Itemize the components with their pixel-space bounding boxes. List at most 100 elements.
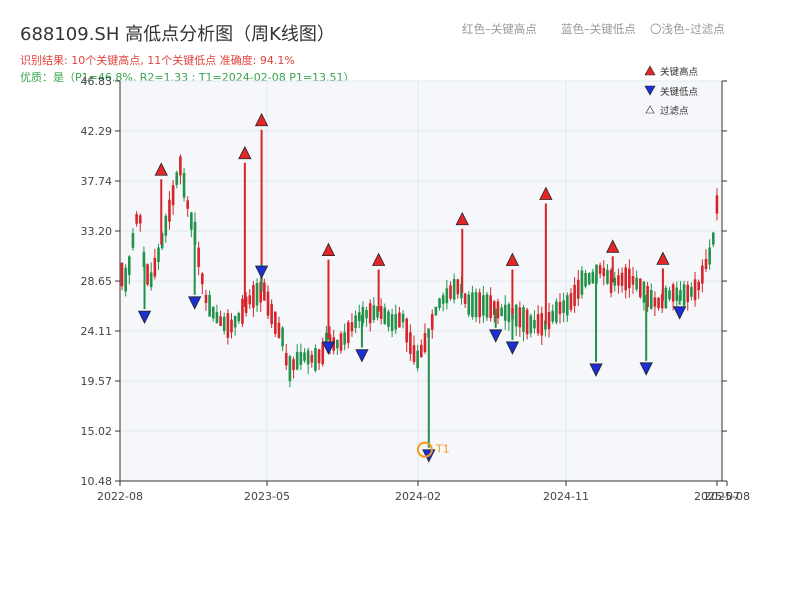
key-low-marker bbox=[639, 362, 653, 376]
candle-body bbox=[704, 258, 708, 270]
candle-body bbox=[624, 267, 627, 291]
candle-body bbox=[544, 320, 547, 330]
y-tick-label: 28.65 bbox=[81, 275, 113, 288]
candle-body bbox=[434, 306, 438, 316]
candle-body bbox=[642, 281, 646, 303]
candle-body bbox=[566, 295, 569, 316]
key-high-marker bbox=[505, 252, 520, 266]
candle-body bbox=[441, 295, 445, 304]
candle-body bbox=[653, 297, 657, 307]
candle-body bbox=[712, 232, 715, 245]
candle-body bbox=[310, 354, 314, 363]
candle-body bbox=[701, 265, 704, 284]
candle-body bbox=[237, 313, 241, 322]
candle-body bbox=[211, 306, 215, 319]
candle-body bbox=[547, 312, 551, 330]
candle-body bbox=[299, 351, 303, 365]
candle-body bbox=[201, 273, 204, 285]
candle-body bbox=[306, 350, 310, 365]
y-ticks: 10.48 15.02 19.57 24.11 28.65 33.20 37.74 42.29… bbox=[81, 75, 727, 488]
key-low-marker bbox=[489, 329, 503, 343]
candle-body bbox=[354, 315, 357, 329]
candle-body bbox=[157, 247, 160, 263]
candle-body bbox=[639, 278, 642, 298]
key-high-marker bbox=[321, 242, 336, 256]
candle-body bbox=[270, 304, 273, 325]
candle-body bbox=[168, 199, 171, 222]
legend-blue-label: 蓝色–关键低点 bbox=[561, 22, 636, 36]
y-tick-label: 33.20 bbox=[81, 225, 113, 238]
candle-body bbox=[430, 314, 434, 330]
candle-body bbox=[657, 297, 660, 309]
key-low-marker bbox=[355, 349, 369, 363]
candle-body bbox=[646, 286, 649, 308]
key-low-marker bbox=[188, 296, 202, 310]
candle-body bbox=[478, 292, 481, 318]
candle-body bbox=[266, 291, 270, 316]
legend-low-label: 关键低点 bbox=[660, 86, 699, 98]
candle-body bbox=[675, 287, 679, 301]
key-high-marker bbox=[455, 211, 469, 226]
legend-filter-label: 过滤点 bbox=[660, 105, 689, 117]
candle-body bbox=[248, 295, 252, 305]
candle-body bbox=[628, 268, 631, 289]
candle-body bbox=[558, 301, 562, 315]
candle-body bbox=[489, 295, 492, 319]
candle-body bbox=[533, 319, 536, 329]
candle-body bbox=[405, 318, 408, 343]
chart-title: 688109.SH 高低点分析图（周K线图） bbox=[20, 24, 335, 45]
candle-body bbox=[365, 309, 368, 319]
candles bbox=[120, 154, 719, 388]
t1-label: T1 bbox=[435, 443, 450, 456]
candle-body bbox=[244, 296, 248, 313]
candle-body bbox=[357, 312, 361, 322]
candle-body bbox=[390, 314, 394, 332]
candle-body bbox=[171, 185, 175, 206]
candle-body bbox=[347, 322, 350, 343]
key-high-marker bbox=[539, 186, 553, 200]
key-high-marker bbox=[238, 145, 252, 160]
candle-body bbox=[591, 271, 595, 284]
candle-body bbox=[321, 342, 325, 365]
candle-body bbox=[368, 303, 372, 324]
y-tick-label: 24.11 bbox=[81, 325, 113, 338]
candle-body bbox=[383, 307, 387, 324]
candle-body bbox=[274, 311, 277, 334]
candle-body bbox=[529, 315, 533, 334]
candle-body bbox=[259, 281, 262, 303]
candle-body bbox=[463, 293, 467, 304]
candle-body bbox=[580, 270, 584, 295]
candle-body bbox=[186, 200, 189, 209]
candle-body bbox=[135, 214, 138, 224]
candle-body bbox=[412, 345, 416, 363]
candle-body bbox=[146, 264, 149, 285]
candle-body bbox=[284, 353, 288, 366]
candle-body bbox=[197, 247, 200, 267]
candle-body bbox=[303, 352, 306, 361]
candle-body bbox=[609, 270, 613, 293]
candle-body bbox=[233, 315, 237, 328]
candle-body bbox=[693, 279, 697, 301]
candle-body bbox=[573, 284, 576, 307]
candle-body bbox=[649, 290, 653, 309]
candle-body bbox=[540, 313, 544, 336]
candle-body bbox=[620, 272, 624, 286]
candle-body bbox=[416, 350, 419, 369]
candle-body bbox=[514, 304, 518, 327]
candle-body bbox=[138, 215, 142, 224]
candle-body bbox=[295, 351, 299, 370]
candle-body bbox=[277, 322, 281, 338]
legend-low-icon bbox=[644, 85, 656, 96]
candle-body bbox=[230, 319, 233, 333]
legend-high-icon bbox=[644, 65, 656, 76]
y-tick-label: 37.74 bbox=[81, 175, 113, 188]
y-tick-label: 15.02 bbox=[81, 425, 113, 438]
x-tick-label: 2024-02 bbox=[395, 490, 441, 503]
candle-body bbox=[215, 312, 219, 323]
candle-body bbox=[376, 306, 379, 318]
candle-body bbox=[420, 344, 423, 357]
candle-body bbox=[493, 301, 496, 315]
candle-body bbox=[222, 316, 226, 331]
candle-body bbox=[525, 309, 529, 335]
